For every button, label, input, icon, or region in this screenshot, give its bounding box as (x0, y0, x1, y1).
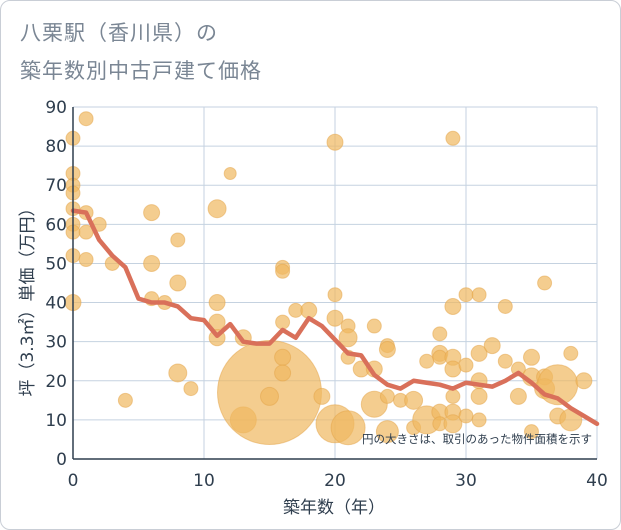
data-bubble (326, 133, 344, 151)
x-tick-label: 10 (193, 471, 215, 491)
data-bubble (445, 130, 461, 146)
data-bubble (509, 387, 527, 405)
average-line (70, 208, 600, 427)
data-bubble (169, 274, 187, 292)
data-bubble (563, 345, 579, 361)
data-bubble (313, 387, 331, 405)
y-tick-label: 10 (45, 411, 67, 431)
data-bubble (523, 348, 540, 366)
chart-title-line1: 八栗駅（香川県）の (20, 21, 218, 45)
data-bubble (444, 360, 462, 378)
chart-title-line2: 築年数別中古戸建て価格 (20, 59, 262, 83)
data-bubble (432, 326, 448, 342)
data-bubble (375, 420, 399, 444)
data-bubble (497, 353, 513, 369)
data-bubble (274, 364, 292, 382)
data-bubble (471, 412, 487, 428)
bubble-size-note: 円の大きさは、取引のあった物件面積を示す (362, 432, 592, 446)
data-bubble (444, 297, 462, 315)
data-bubble (183, 381, 199, 397)
data-bubble (379, 388, 395, 404)
y-tick-label: 90 (45, 98, 67, 118)
data-bubble (338, 328, 358, 348)
axes (72, 107, 597, 460)
data-bubble (223, 166, 237, 180)
data-bubble (143, 254, 161, 272)
data-bubble (524, 424, 539, 440)
data-bubble (445, 388, 461, 404)
data-bubble (275, 263, 291, 279)
y-axis-label: 坪（3.3㎡）単価（万円） (18, 199, 38, 396)
data-bubble (378, 340, 396, 358)
data-bubble (78, 252, 94, 268)
data-bubble (208, 294, 226, 312)
y-tick-label: 50 (45, 254, 67, 274)
average-price-line (70, 208, 600, 427)
y-tick-label: 20 (45, 372, 67, 392)
x-tick-label: 0 (68, 471, 79, 491)
data-bubble (168, 363, 188, 383)
data-bubble (275, 314, 291, 330)
data-bubble (260, 386, 279, 406)
data-bubble (327, 287, 343, 303)
data-bubble (366, 318, 382, 334)
x-axis-label: 築年数（年） (283, 498, 385, 518)
x-tick-label: 40 (586, 471, 608, 491)
data-bubble (404, 390, 424, 410)
data-bubble (537, 275, 553, 291)
data-bubble (483, 337, 501, 355)
data-bubble (575, 372, 593, 390)
data-bubble (419, 353, 435, 369)
data-bubble (330, 410, 366, 446)
y-tick-label: 40 (45, 294, 67, 314)
data-bubble (117, 392, 133, 408)
data-bubble (143, 204, 161, 222)
y-tick-label: 80 (45, 137, 67, 157)
data-bubble (458, 287, 474, 303)
data-bubble (443, 414, 463, 434)
y-tick-label: 70 (45, 176, 67, 196)
y-tick-label: 30 (45, 333, 67, 353)
bubbles (64, 111, 593, 446)
tick-labels: 0 10 20 30 40 0 10 20 30 40 50 60 70 80 90 (45, 98, 607, 491)
data-bubble (458, 408, 474, 424)
data-bubble (78, 111, 94, 127)
data-bubble (326, 309, 344, 327)
y-tick-label: 60 (45, 215, 67, 235)
data-bubble (470, 387, 488, 405)
x-tick-label: 30 (455, 471, 477, 491)
data-bubble (274, 348, 292, 366)
data-bubble (497, 298, 513, 314)
y-tick-label: 0 (56, 450, 67, 470)
data-bubble (471, 287, 487, 303)
x-tick-label: 20 (324, 471, 346, 491)
data-bubble (207, 199, 227, 219)
data-bubble (470, 344, 488, 362)
data-bubble (458, 357, 474, 373)
data-bubble (170, 232, 186, 248)
